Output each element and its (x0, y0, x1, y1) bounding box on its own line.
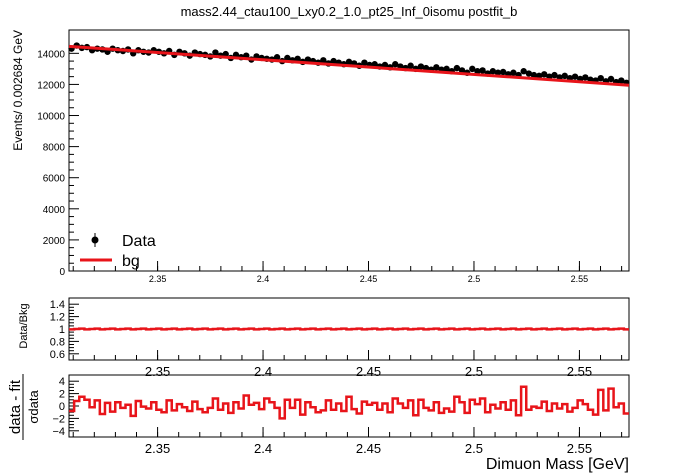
legend-data-marker (91, 236, 99, 244)
x-tick-label: 2.5 (465, 364, 483, 379)
data-point (494, 69, 502, 76)
data-point (392, 61, 399, 68)
fit-line (68, 44, 630, 87)
ratio-panel: 0.60.811.21.4 2.35 2.4 2.45 2.5 2.55 Data/Bk… (18, 297, 630, 379)
main-y-axis-label: Events/ 0.002684 GeV (11, 30, 25, 151)
x-tick-label: 2.55 (567, 364, 592, 379)
y-tick-label: 2000 (43, 236, 66, 247)
data-point (607, 75, 615, 83)
x-tick-label: 2.35 (145, 441, 170, 456)
x-tick-label: 2.35 (149, 274, 167, 284)
x-tick-label: 2.35 (145, 364, 170, 379)
y-tick-label: 8000 (43, 143, 66, 154)
y-tick-label: 0.6 (50, 349, 65, 361)
data-point (381, 61, 389, 69)
x-tick-label: 2.45 (356, 441, 381, 456)
data-point (433, 64, 440, 71)
data-point (345, 58, 353, 66)
y-tick-label: 0 (59, 267, 65, 278)
y-tick-label: 0 (59, 401, 65, 413)
data-point (417, 63, 425, 70)
legend: Data bg (80, 233, 156, 270)
data-point (294, 55, 301, 62)
data-point (453, 64, 461, 72)
legend-bg-label: bg (122, 253, 140, 270)
y-tick-label: 2 (59, 389, 65, 401)
data-point (371, 61, 378, 68)
data-point (530, 71, 538, 79)
data-point (320, 57, 327, 64)
data-point (571, 73, 579, 80)
x-tick-label: 2.4 (257, 274, 270, 284)
data-point (525, 70, 533, 77)
ratio-line (69, 327, 629, 331)
data-point (618, 77, 625, 84)
data-point (541, 71, 548, 78)
data-point (304, 56, 312, 63)
pull-label-numerator: data - fit (7, 379, 24, 434)
x-tick-label: 2.55 (571, 274, 589, 284)
data-point (489, 68, 497, 75)
x-axis-label: Dimuon Mass [GeV] (486, 456, 629, 473)
main-panel: 0 2000 4000 6000 8000 10000 12000 14000 2.35 2.4… (11, 29, 630, 284)
data-point (597, 75, 604, 82)
pull-x-axis: 2.35 2.4 2.45 2.5 2.55 (72, 427, 623, 456)
ratio-y-axis-label: Data/Bkg (18, 303, 30, 348)
data-point (284, 54, 291, 62)
pull-frame (68, 374, 630, 438)
data-point (551, 71, 558, 79)
y-tick-label: 10000 (37, 112, 65, 123)
data-point (520, 68, 527, 75)
data-point (212, 49, 219, 56)
x-tick-label: 2.4 (254, 441, 272, 456)
data-point (510, 69, 517, 76)
data-point (474, 68, 481, 75)
y-tick-label: 1.4 (50, 299, 65, 311)
y-tick-label: 1 (59, 324, 65, 336)
legend-data-label: Data (122, 233, 156, 250)
x-tick-label: 2.4 (254, 364, 272, 379)
main-x-axis: 2.35 2.4 2.45 2.5 2.55 (72, 261, 623, 284)
data-point (469, 65, 476, 73)
x-tick-label: 2.5 (465, 441, 483, 456)
data-point (479, 67, 486, 74)
main-frame (68, 29, 630, 272)
y-tick-label: 6000 (43, 174, 66, 185)
y-tick-label: −4 (52, 426, 65, 438)
data-point (407, 62, 414, 69)
data-point (499, 68, 507, 76)
x-tick-label: 2.55 (567, 441, 592, 456)
x-tick-label: 2.45 (360, 274, 378, 284)
chart-title: mass2.44_ctau100_Lxy0.2_1.0_pt25_Inf_0is… (181, 4, 518, 19)
y-tick-label: 0.8 (50, 336, 65, 348)
y-tick-label: 4000 (43, 205, 66, 216)
pull-histogram (69, 385, 629, 420)
data-point (361, 59, 368, 66)
y-tick-label: 12000 (37, 80, 65, 91)
y-tick-label: 1.2 (50, 312, 65, 324)
y-tick-label: −2 (52, 413, 65, 425)
x-tick-label: 2.5 (468, 274, 481, 284)
data-point (330, 57, 337, 65)
data-point (443, 65, 450, 73)
main-y-axis: 0 2000 4000 6000 8000 10000 12000 14000 (37, 49, 79, 278)
data-point (273, 54, 281, 61)
pull-label-denominator: σdata (26, 390, 41, 424)
data-point (582, 74, 589, 81)
pull-y-axis-label: data - fit σdata (7, 374, 41, 440)
y-tick-label: 14000 (37, 49, 65, 60)
y-tick-label: 4 (59, 376, 65, 388)
ratio-y-axis: 0.60.811.21.4 (50, 299, 79, 361)
x-tick-label: 2.45 (356, 364, 381, 379)
data-point (561, 72, 568, 80)
